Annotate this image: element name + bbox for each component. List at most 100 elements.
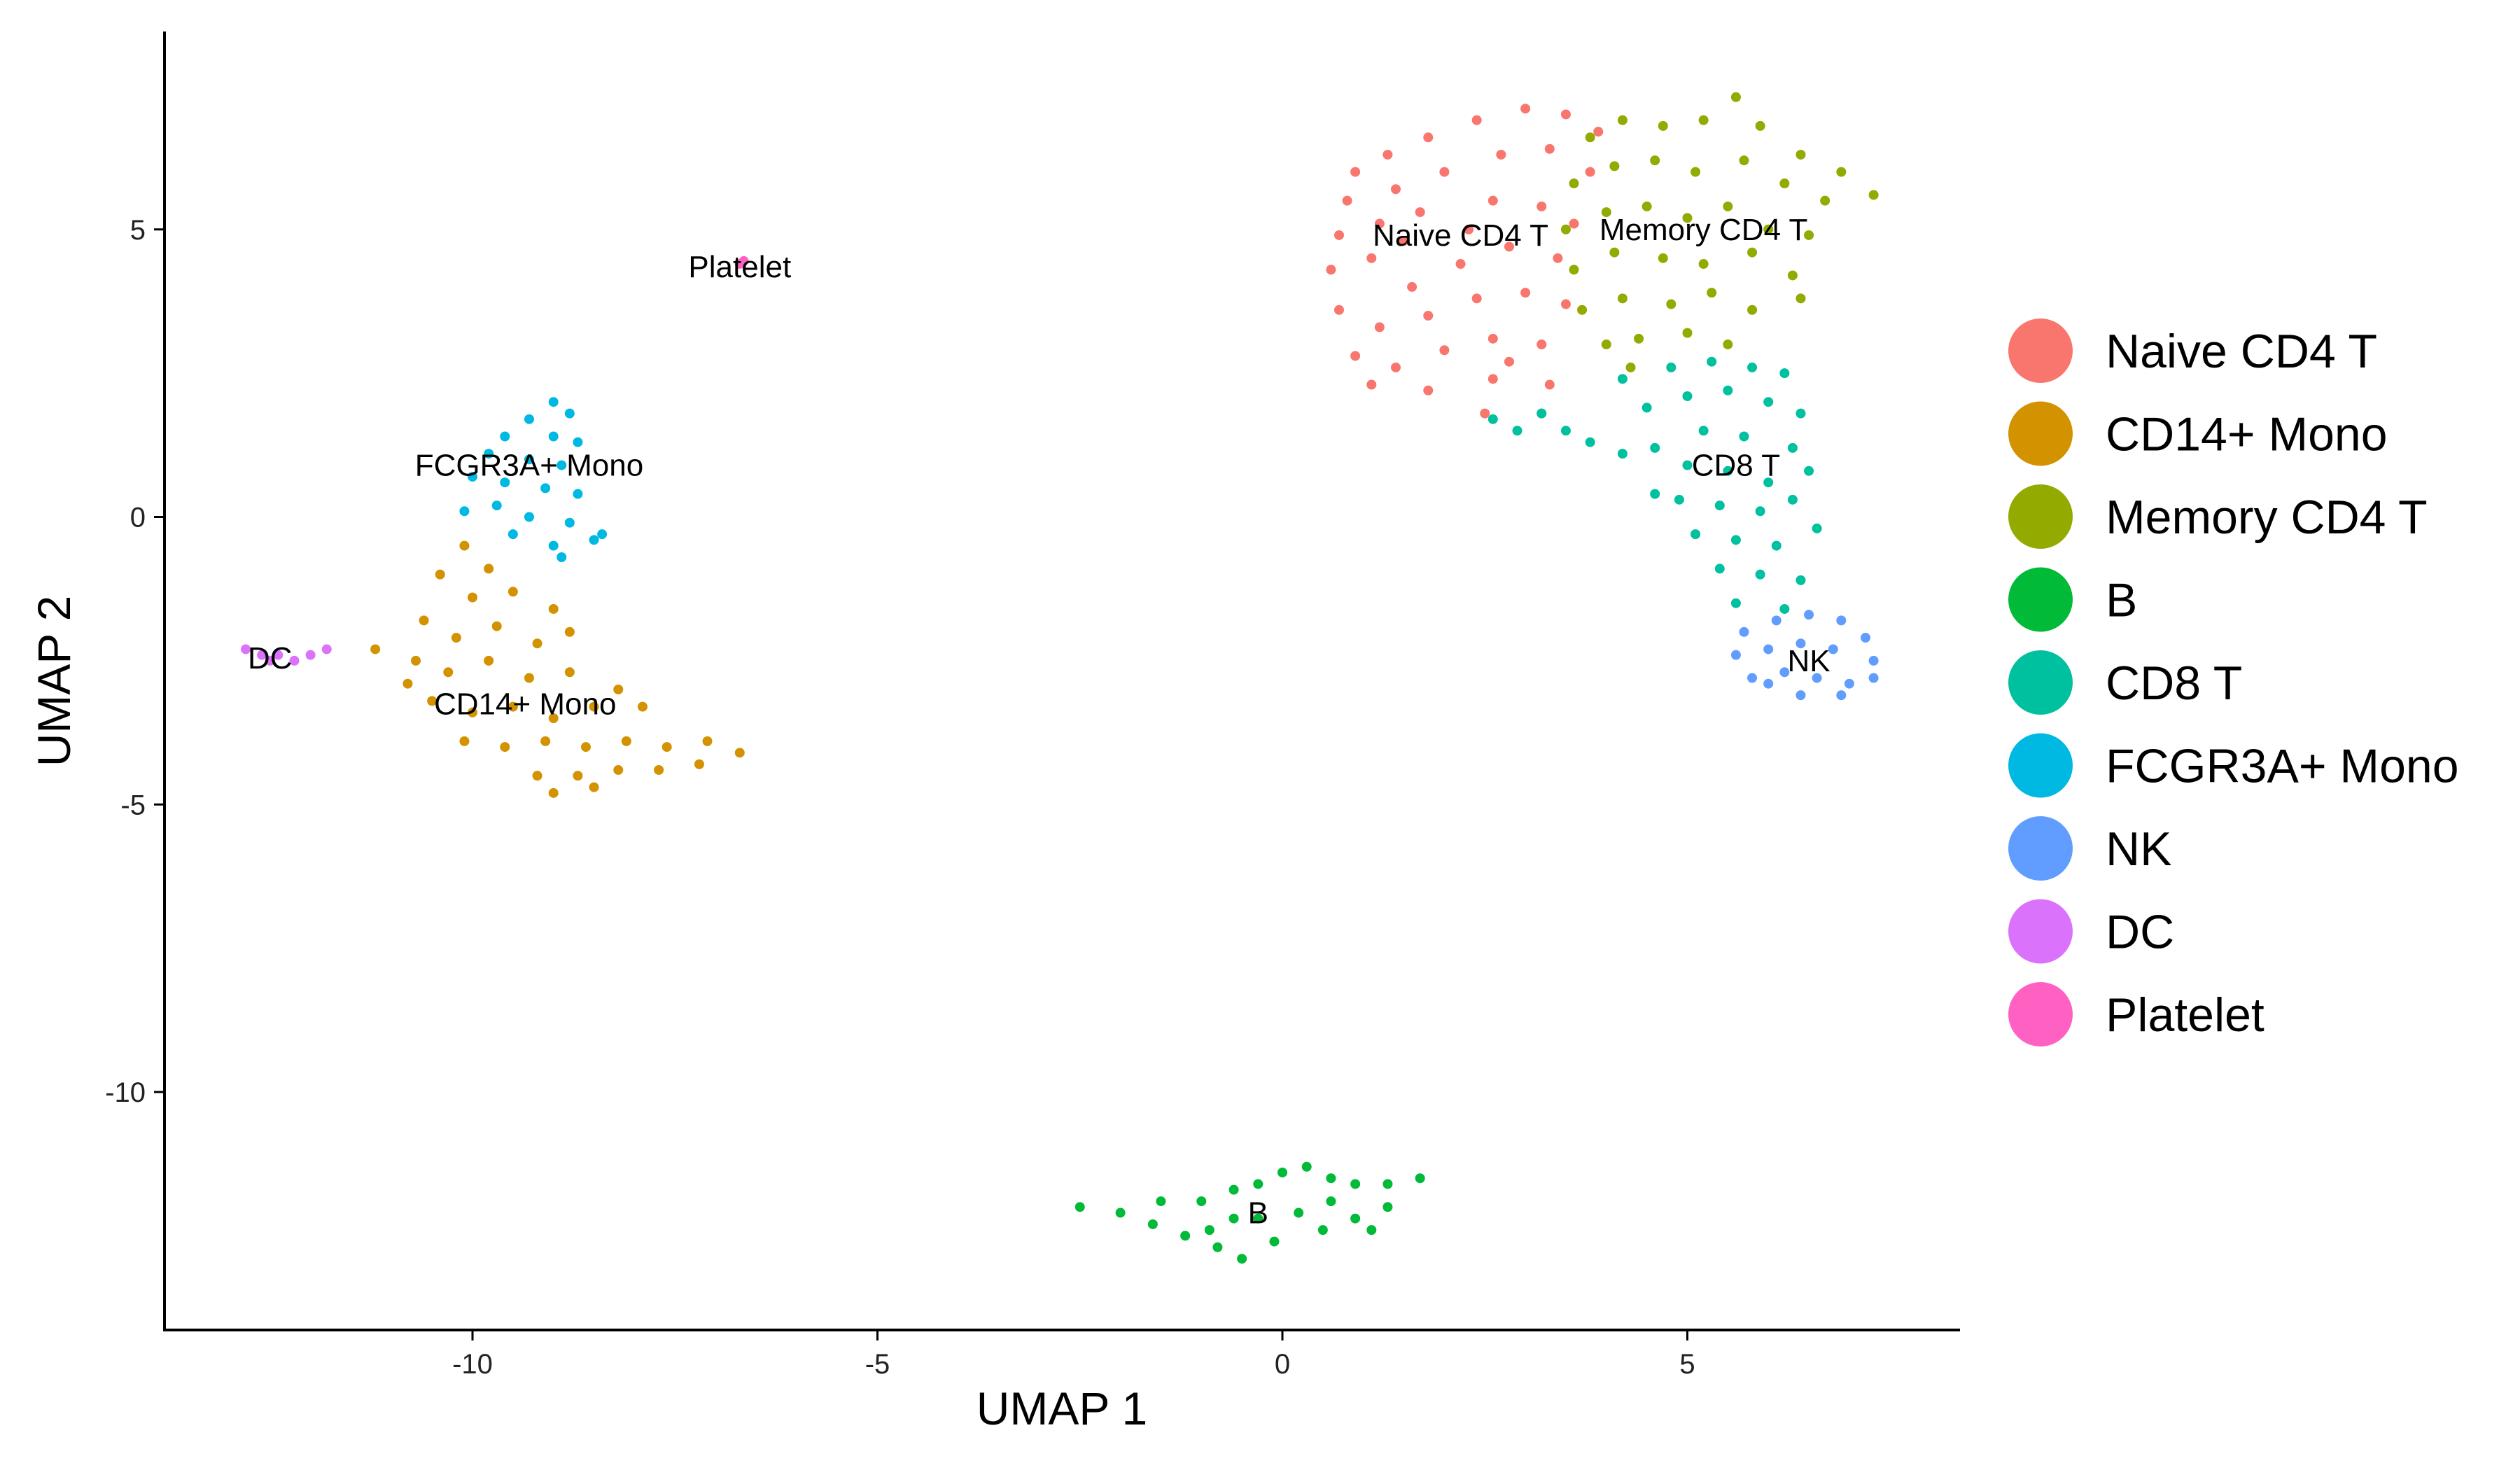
legend-label: FCGR3A+ Mono [2106, 740, 2459, 793]
data-point [1350, 351, 1361, 361]
data-point [1382, 1179, 1393, 1189]
data-point [1269, 1236, 1280, 1247]
data-point [589, 701, 599, 712]
data-point [1723, 340, 1733, 350]
data-point [1625, 362, 1636, 372]
data-point [613, 764, 624, 775]
data-point [1350, 1179, 1361, 1189]
data-point [1795, 293, 1806, 304]
legend-label: Platelet [2106, 988, 2264, 1042]
data-point [1074, 1202, 1085, 1212]
data-point [1682, 460, 1693, 470]
data-point [273, 650, 284, 660]
data-point [524, 454, 534, 465]
data-point [1779, 178, 1790, 189]
data-point [1812, 523, 1822, 533]
data-point [573, 489, 583, 499]
data-point [289, 655, 300, 666]
data-point [1698, 115, 1709, 125]
data-point [524, 512, 534, 522]
data-point [1739, 431, 1749, 442]
data-point [548, 713, 559, 724]
data-point [1180, 1231, 1191, 1241]
data-point [1496, 149, 1506, 160]
data-point [1317, 1225, 1328, 1236]
x-ticks: -10 -5 0 5 [452, 1330, 1695, 1380]
data-point [1609, 161, 1620, 172]
data-point [1488, 333, 1498, 344]
data-point [1366, 1225, 1377, 1236]
data-point [370, 644, 381, 654]
data-point [1812, 673, 1822, 683]
cluster-label: Memory CD4 T [1600, 213, 1807, 247]
data-point [1861, 633, 1871, 643]
cluster-label: Naive CD4 T [1373, 218, 1548, 253]
data-point [1795, 690, 1806, 701]
data-point [305, 650, 316, 660]
data-point [1601, 207, 1611, 218]
data-point [459, 736, 470, 746]
data-point [556, 552, 567, 563]
data-point [1593, 127, 1604, 137]
cluster-label: DC [248, 641, 293, 676]
data-point [468, 707, 477, 718]
data-point [500, 477, 510, 488]
data-point [1617, 293, 1628, 304]
data-point [1326, 1196, 1336, 1207]
data-point [1228, 1213, 1239, 1224]
data-point [1666, 362, 1676, 372]
data-point [564, 626, 575, 637]
data-point [321, 644, 332, 654]
data-point [1374, 322, 1385, 332]
data-point [1820, 195, 1830, 206]
data-point [1747, 362, 1758, 372]
data-point [1714, 500, 1725, 511]
data-point [1415, 1173, 1425, 1184]
data-point [1423, 310, 1434, 321]
y-tick-label: 5 [130, 215, 146, 246]
data-point [1617, 449, 1628, 459]
data-point [402, 678, 413, 689]
data-point [1730, 650, 1741, 660]
legend-key [2008, 982, 2073, 1046]
data-point [1617, 115, 1628, 125]
data-point [1520, 288, 1531, 298]
data-point [556, 460, 567, 470]
data-point [1488, 195, 1498, 206]
data-point [443, 667, 454, 678]
data-point [1836, 167, 1847, 177]
legend-label: DC [2106, 906, 2174, 959]
data-point [1682, 391, 1693, 401]
data-point [1390, 184, 1401, 195]
data-point [1253, 1213, 1264, 1224]
data-point [1569, 218, 1579, 229]
x-tick-label: 0 [1275, 1349, 1290, 1380]
data-point [524, 414, 534, 424]
data-point [1763, 644, 1774, 654]
data-point [1804, 230, 1814, 240]
legend-label: NK [2106, 822, 2171, 876]
data-point [1730, 535, 1741, 545]
y-ticks: -10 -5 0 5 [105, 215, 164, 1108]
cluster-label: CD14+ Mono [434, 687, 616, 721]
data-point [573, 771, 583, 781]
data-point [548, 788, 559, 798]
legend-key [2008, 567, 2073, 632]
data-point [1868, 655, 1879, 666]
data-point [1455, 259, 1466, 270]
data-point [468, 592, 477, 603]
data-point [1278, 1168, 1287, 1178]
y-tick-label: -10 [105, 1077, 146, 1108]
data-point [1553, 253, 1563, 263]
data-point [1682, 328, 1693, 338]
data-point [1585, 437, 1595, 447]
data-point [621, 736, 631, 746]
data-point [1698, 259, 1709, 270]
data-point [1739, 155, 1749, 166]
data-point [734, 748, 745, 758]
data-point [1512, 426, 1522, 436]
data-point [532, 638, 542, 649]
data-point [1795, 408, 1806, 419]
data-point [1471, 115, 1482, 125]
data-point [1439, 345, 1450, 356]
